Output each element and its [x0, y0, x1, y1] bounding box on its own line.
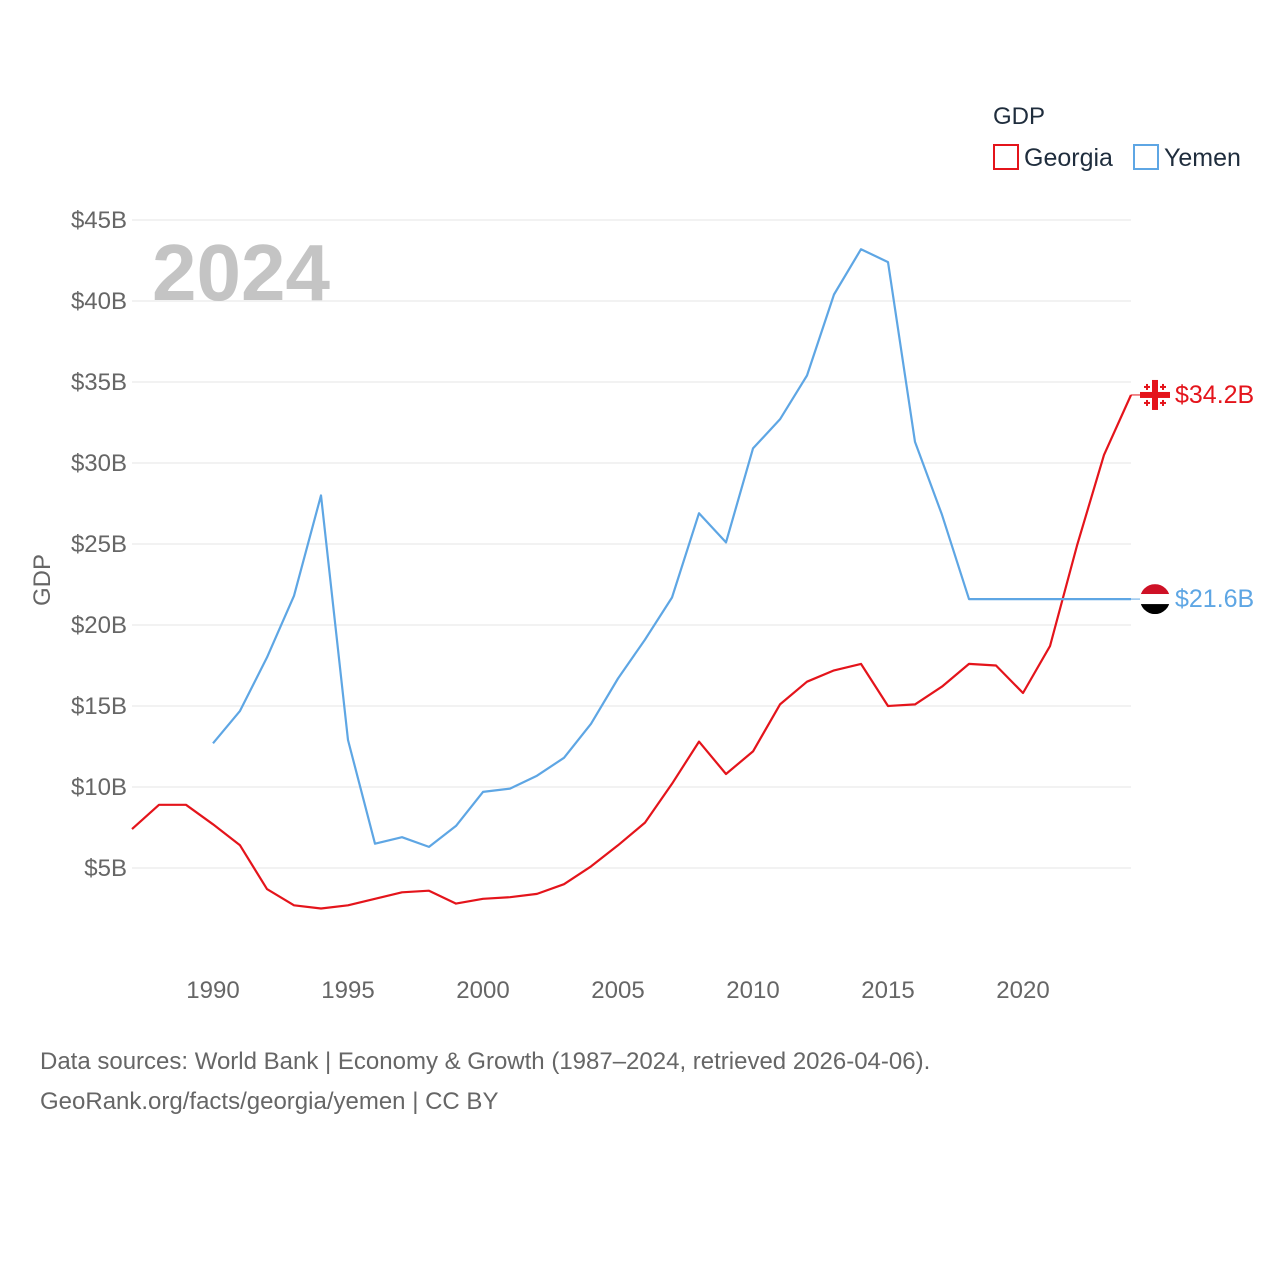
y-axis-label: GDP — [29, 554, 56, 606]
legend-label-georgia: Georgia — [1024, 144, 1113, 172]
end-value-label-yemen: $21.6B — [1175, 585, 1254, 613]
end-labels: $34.2B $21.6B — [1131, 379, 1254, 615]
series-line-yemen[interactable] — [212, 248, 1131, 849]
y-tick-label: $45B — [71, 207, 127, 234]
gridlines — [132, 219, 1131, 869]
y-tick-label: $35B — [71, 369, 127, 396]
legend-item-georgia[interactable]: Georgia — [993, 144, 1113, 172]
y-tick-label: $5B — [84, 855, 127, 882]
series-line-georgia[interactable] — [131, 394, 1133, 910]
y-tick-label: $25B — [71, 531, 127, 558]
y-tick-label: $30B — [71, 450, 127, 477]
source-line-1: Data sources: World Bank | Economy & Gro… — [40, 1048, 931, 1075]
yemen-flag-icon — [1140, 584, 1170, 615]
y-axis-ticks: $5B $10B $15B $20B $25B $30B $35B $40B $45B — [71, 207, 127, 882]
x-tick-label: 2000 — [456, 977, 509, 1004]
y-tick-label: $15B — [71, 693, 127, 720]
legend-title: GDP — [993, 103, 1045, 130]
series-lines — [131, 248, 1133, 910]
x-tick-label: 1995 — [321, 977, 374, 1004]
legend: GDP Georgia Yemen — [993, 103, 1241, 172]
legend-label-yemen: Yemen — [1164, 144, 1241, 172]
year-watermark: 2024 — [152, 228, 330, 317]
source-footer: Data sources: World Bank | Economy & Gro… — [40, 1042, 930, 1122]
x-tick-label: 1990 — [186, 977, 239, 1004]
y-tick-label: $40B — [71, 288, 127, 315]
x-tick-label: 2020 — [996, 977, 1049, 1004]
y-tick-label: $10B — [71, 774, 127, 801]
georgia-flag-icon — [1140, 379, 1170, 410]
x-tick-label: 2010 — [726, 977, 779, 1004]
end-value-label-georgia: $34.2B — [1175, 381, 1254, 409]
x-tick-label: 2005 — [591, 977, 644, 1004]
legend-item-yemen[interactable]: Yemen — [1133, 144, 1241, 172]
legend-swatch-georgia — [993, 144, 1019, 170]
legend-swatch-yemen — [1133, 144, 1159, 170]
x-tick-label: 2015 — [861, 977, 914, 1004]
y-tick-label: $20B — [71, 612, 127, 639]
x-axis-ticks: 1990 1995 2000 2005 2010 2015 2020 — [186, 977, 1049, 1004]
source-line-2[interactable]: GeoRank.org/facts/georgia/yemen | CC BY — [40, 1088, 499, 1115]
